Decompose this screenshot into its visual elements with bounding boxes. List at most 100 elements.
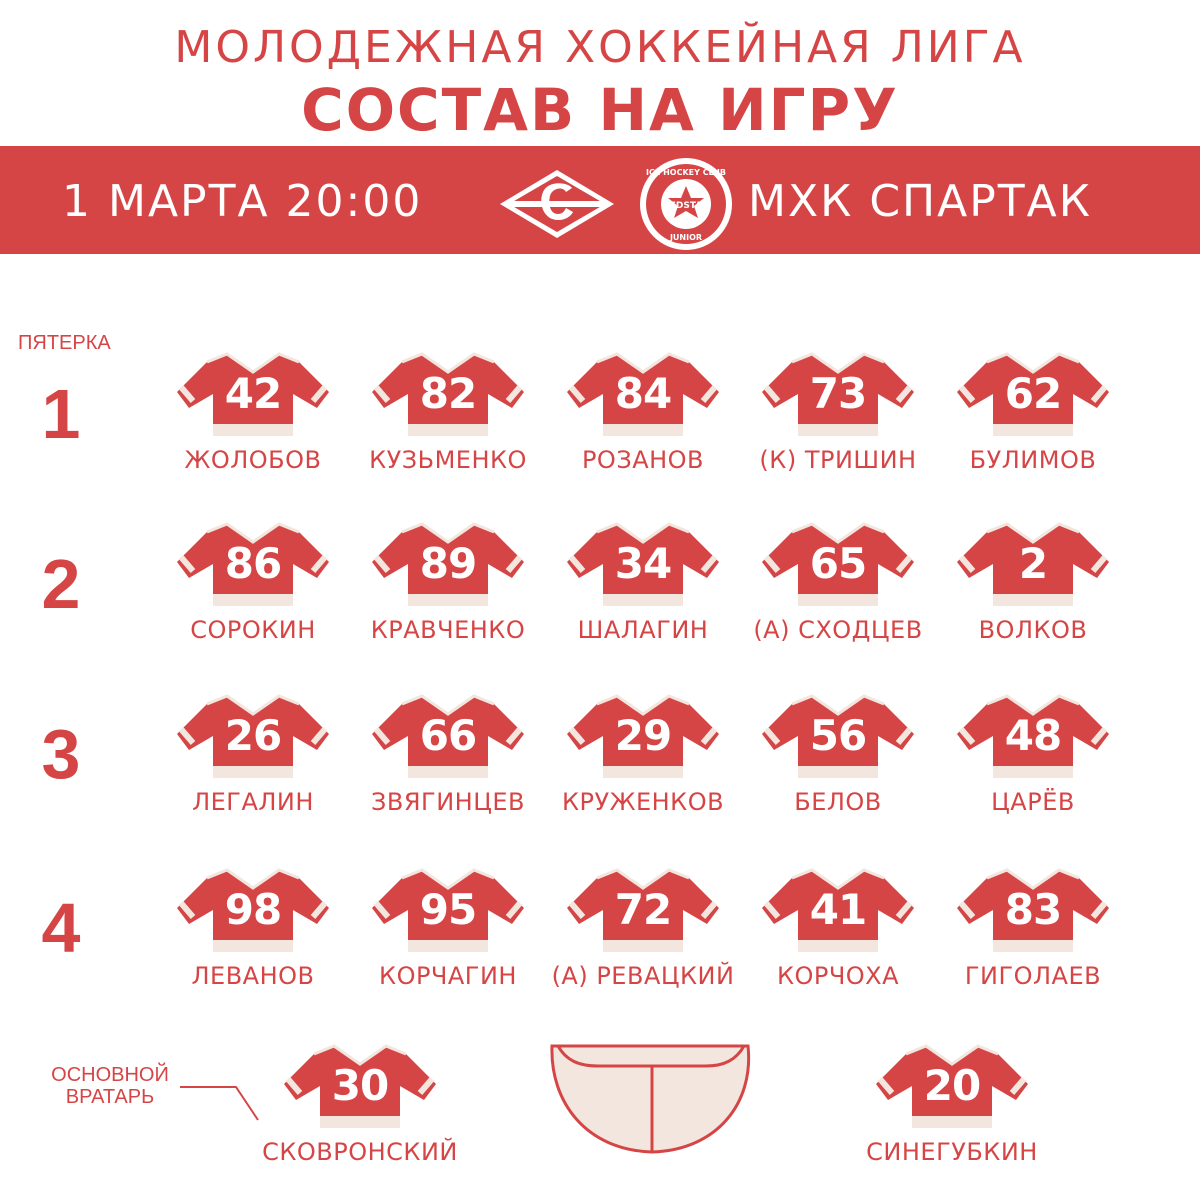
player-jersey: 42 (173, 350, 333, 440)
goal-net-icon (550, 1044, 751, 1154)
jersey-number: 82 (419, 368, 478, 419)
match-datetime: 1 МАРТА 20:00 (62, 176, 423, 227)
jersey-icon (957, 352, 1109, 436)
player-name: ЗВЯГИНЦЕВ (371, 788, 525, 816)
player-jersey: 29 (563, 692, 723, 782)
redstars-logo-text: REDSTAR (663, 201, 709, 211)
player-name: РОЗАНОВ (581, 446, 705, 474)
player-jersey: 65 (758, 520, 918, 610)
player-jersey: 86 (173, 520, 333, 610)
jersey-number: 84 (614, 368, 673, 419)
lines-caption: ПЯТЕРКА (18, 332, 111, 354)
jersey-icon (567, 522, 719, 606)
player-jersey: 98 (173, 866, 333, 956)
jersey-number: 2 (1018, 538, 1049, 589)
jersey-icon (762, 868, 914, 952)
jersey-icon (567, 868, 719, 952)
jersey-number: 98 (224, 884, 283, 935)
jersey-icon (957, 868, 1109, 952)
line-2-label: 2 (41, 545, 81, 623)
player-jersey: 30 (280, 1042, 440, 1132)
jersey-icon (177, 868, 329, 952)
jersey-number: 66 (419, 710, 478, 761)
player-name: КРАВЧЕНКО (370, 616, 526, 644)
player-jersey: 48 (953, 692, 1113, 782)
jersey-number: 73 (809, 368, 868, 419)
jersey-number: 56 (809, 710, 868, 761)
player-jersey: 82 (368, 350, 528, 440)
player-name: ГИГОЛАЕВ (964, 962, 1102, 990)
player-name: (А) РЕВАЦКИЙ (551, 962, 735, 990)
player-name: (А) СХОДЦЕВ (753, 616, 923, 644)
player-jersey: 72 (563, 866, 723, 956)
jersey-number: 72 (614, 884, 673, 935)
player-jersey: 2 (953, 520, 1113, 610)
page-title: СОСТАВ НА ИГРУ (301, 76, 899, 144)
player-name: БЕЛОВ (794, 788, 882, 816)
player-name: БУЛИМОВ (969, 446, 1097, 474)
league-title: МОЛОДЕЖНАЯ ХОККЕЙНАЯ ЛИГА (174, 22, 1026, 73)
player-name: ШАЛАГИН (577, 616, 709, 644)
player-name: ЖОЛОБОВ (184, 446, 322, 474)
player-jersey: 26 (173, 692, 333, 782)
jersey-icon (372, 694, 524, 778)
player-jersey: 95 (368, 866, 528, 956)
starting-goalie-caption-line1: ОСНОВНОЙ (51, 1064, 169, 1086)
player-name: ЛЕГАЛИН (192, 788, 314, 816)
player-jersey: 34 (563, 520, 723, 610)
jersey-number: 89 (419, 538, 478, 589)
jersey-number: 62 (1004, 368, 1063, 419)
jersey-icon (284, 1044, 436, 1128)
jersey-icon (177, 352, 329, 436)
jersey-number: 26 (224, 710, 283, 761)
player-name: ЛЕВАНОВ (191, 962, 315, 990)
jersey-icon (957, 694, 1109, 778)
jersey-number: 20 (923, 1060, 982, 1111)
jersey-icon (177, 522, 329, 606)
jersey-icon (177, 694, 329, 778)
jersey-number: 86 (224, 538, 283, 589)
jersey-icon (762, 694, 914, 778)
player-name: (К) ТРИШИН (759, 446, 917, 474)
player-name: КОРЧАГИН (379, 962, 517, 990)
player-jersey: 84 (563, 350, 723, 440)
line-1-label: 1 (41, 375, 81, 453)
player-jersey: 66 (368, 692, 528, 782)
jersey-number: 30 (331, 1060, 390, 1111)
player-name: КРУЖЕНКОВ (561, 788, 725, 816)
jersey-icon (957, 522, 1109, 606)
player-name: СОРОКИН (190, 616, 316, 644)
spartak-logo (500, 170, 614, 238)
player-jersey: 56 (758, 692, 918, 782)
starting-goalie-caption: ОСНОВНОЙ ВРАТАРЬ (40, 1064, 180, 1108)
jersey-icon (876, 1044, 1028, 1128)
jersey-icon (372, 868, 524, 952)
jersey-number: 29 (614, 710, 673, 761)
player-name: КОРЧОХА (776, 962, 900, 990)
player-name: СКОВРОНСКИЙ (262, 1138, 458, 1166)
jersey-number: 65 (809, 538, 868, 589)
opponent-name: МХК СПАРТАК (748, 176, 1092, 227)
jersey-number: 83 (1004, 884, 1063, 935)
jersey-number: 42 (224, 368, 283, 419)
player-jersey: 89 (368, 520, 528, 610)
player-jersey: 62 (953, 350, 1113, 440)
jersey-icon (372, 522, 524, 606)
jersey-number: 41 (809, 884, 868, 935)
redstars-logo: REDSTAR ICE HOCKEY CLUB JUNIOR (640, 158, 732, 250)
player-name: ЦАРЁВ (991, 788, 1075, 816)
player-name: КУЗЬМЕНКО (369, 446, 527, 474)
jersey-icon (762, 522, 914, 606)
jersey-icon (372, 352, 524, 436)
jersey-icon (567, 694, 719, 778)
jersey-number: 48 (1004, 710, 1063, 761)
line-4-label: 4 (41, 889, 81, 967)
player-jersey: 41 (758, 866, 918, 956)
player-jersey: 20 (872, 1042, 1032, 1132)
jersey-number: 34 (614, 538, 673, 589)
jersey-number: 95 (419, 884, 478, 935)
player-name: СИНЕГУБКИН (866, 1138, 1038, 1166)
redstars-logo-junior-text: JUNIOR (669, 233, 702, 242)
player-name: ВОЛКОВ (978, 616, 1088, 644)
player-jersey: 73 (758, 350, 918, 440)
